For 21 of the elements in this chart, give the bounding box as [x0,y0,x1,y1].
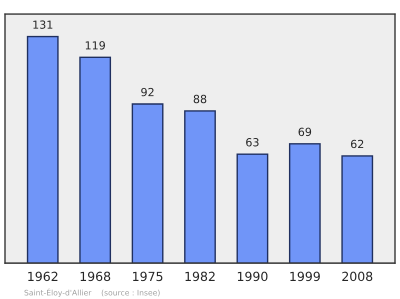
x-tick-label: 1975 [133,272,162,282]
data-label: 92 [141,88,154,96]
data-label: 131 [33,20,52,29]
bar [236,153,268,264]
x-tick-label: 1990 [238,272,268,282]
data-label: 88 [194,94,206,104]
x-tick-label: 2008 [342,272,372,282]
bar [341,155,374,264]
bar [26,36,59,264]
bar [288,143,321,264]
data-label: 69 [298,128,312,136]
bar [184,110,216,264]
data-label: 119 [86,41,105,50]
x-tick-label: 1982 [185,272,215,282]
x-tick-label: 1999 [290,272,320,282]
x-tick-label: 1968 [80,272,110,282]
bar [79,56,112,264]
bar [132,103,164,264]
x-tick-label: 1962 [28,272,58,282]
data-label: 63 [246,138,259,146]
data-label: 62 [350,140,364,148]
